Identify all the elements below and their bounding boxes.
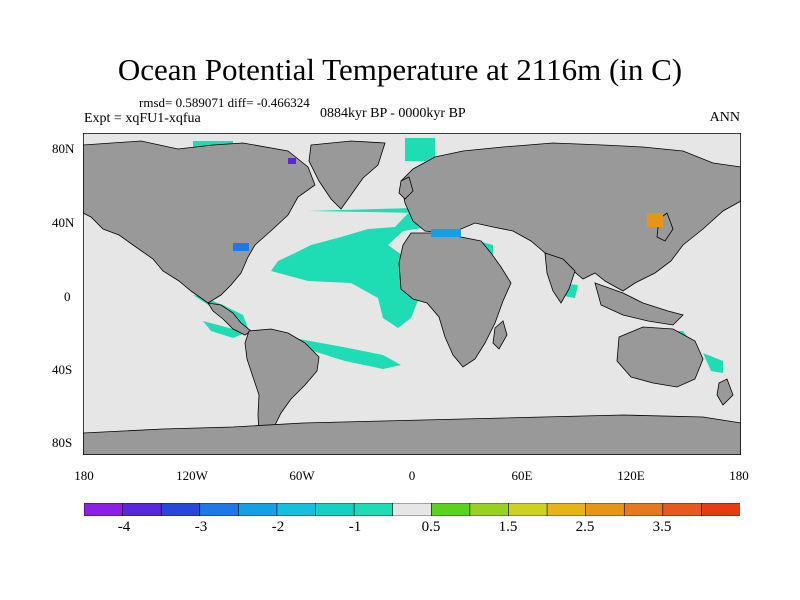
time-period-label: 0884kyr BP - 0000kyr BP bbox=[320, 106, 466, 121]
land-masses bbox=[83, 140, 741, 455]
africa bbox=[398, 232, 512, 368]
lon-label-180w: 180 bbox=[74, 468, 94, 483]
colorbar-swatch bbox=[585, 503, 625, 516]
antarctica bbox=[83, 414, 741, 455]
colorbar-swatch bbox=[84, 503, 124, 516]
colorbar-swatch bbox=[469, 503, 510, 516]
colorbar-label-2-5: 2.5 bbox=[575, 519, 595, 535]
colorbar-label-minus2: -2 bbox=[271, 519, 285, 535]
colorbar-label-0-5: 0.5 bbox=[421, 519, 441, 535]
south-america bbox=[244, 328, 320, 444]
lon-label-60e: 60E bbox=[511, 468, 533, 483]
colorbar bbox=[84, 503, 740, 516]
australia bbox=[616, 326, 704, 388]
plot-title: Ocean Potential Temperature at 2116m (in… bbox=[117, 52, 683, 87]
india bbox=[544, 252, 576, 304]
lon-label-60w: 60W bbox=[289, 468, 315, 483]
experiment-label: Expt = xqFU1-xqfua bbox=[84, 111, 201, 126]
colorbar-swatch bbox=[508, 503, 548, 516]
maritime-continent bbox=[594, 282, 684, 326]
lat-label-80s: 80S bbox=[52, 435, 73, 450]
lat-label-0: 0 bbox=[64, 289, 71, 304]
blue-anomaly-patch bbox=[233, 243, 249, 251]
lat-label-40s: 40S bbox=[52, 362, 73, 377]
rmsd-diff-stats: rmsd= 0.589071 diff= -0.466324 bbox=[139, 95, 310, 110]
colorbar-swatch bbox=[701, 503, 740, 516]
cold-anomaly-patch bbox=[288, 158, 296, 164]
colorbar-swatch bbox=[392, 503, 432, 516]
colorbar-swatch bbox=[623, 503, 664, 516]
world-map-plot bbox=[83, 133, 741, 455]
mediterranean-patch bbox=[431, 229, 461, 237]
colorbar-swatch bbox=[353, 503, 394, 516]
colorbar-swatch bbox=[276, 503, 317, 516]
colorbar-swatch bbox=[199, 503, 239, 516]
lon-label-0: 0 bbox=[408, 468, 416, 483]
british-isles bbox=[398, 176, 414, 200]
colorbar-swatch bbox=[662, 503, 703, 516]
greenland bbox=[308, 140, 386, 210]
north-america bbox=[83, 140, 316, 304]
colorbar-swatch bbox=[238, 503, 278, 516]
colorbar-label-3-5: 3.5 bbox=[652, 519, 672, 535]
madagascar bbox=[492, 320, 508, 350]
colorbar-swatch bbox=[122, 503, 162, 516]
colorbar-swatch bbox=[315, 503, 355, 516]
eurasia bbox=[400, 142, 741, 292]
colorbar-label-minus3: -3 bbox=[194, 519, 208, 535]
colorbar-swatch bbox=[430, 503, 471, 516]
colorbar-swatch bbox=[160, 503, 201, 516]
colorbar-swatch bbox=[546, 503, 587, 516]
lon-label-120w: 120W bbox=[176, 468, 208, 483]
colorbar-label-minus4: -4 bbox=[117, 519, 131, 535]
colorbar-label-minus1: -1 bbox=[348, 519, 362, 535]
season-label: ANN bbox=[709, 110, 740, 125]
lon-label-180e: 180 bbox=[729, 468, 749, 483]
lat-label-40n: 40N bbox=[52, 215, 75, 230]
colorbar-label-1-5: 1.5 bbox=[498, 519, 518, 535]
new-zealand bbox=[716, 378, 734, 406]
lon-label-120e: 120E bbox=[617, 468, 645, 483]
lat-label-80n: 80N bbox=[52, 141, 75, 156]
warm-anomaly-patch bbox=[647, 213, 663, 227]
